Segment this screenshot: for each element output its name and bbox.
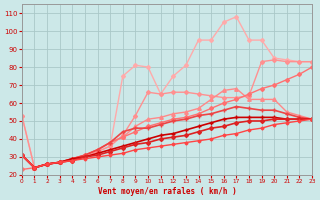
X-axis label: Vent moyen/en rafales ( km/h ): Vent moyen/en rafales ( km/h ) xyxy=(98,187,236,196)
